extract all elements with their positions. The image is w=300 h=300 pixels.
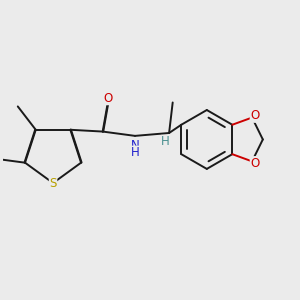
- Text: N: N: [131, 139, 140, 152]
- Text: O: O: [250, 109, 260, 122]
- Text: H: H: [161, 136, 170, 148]
- Text: S: S: [50, 176, 57, 190]
- Text: O: O: [103, 92, 113, 105]
- Text: O: O: [250, 157, 260, 170]
- Text: H: H: [131, 146, 140, 159]
